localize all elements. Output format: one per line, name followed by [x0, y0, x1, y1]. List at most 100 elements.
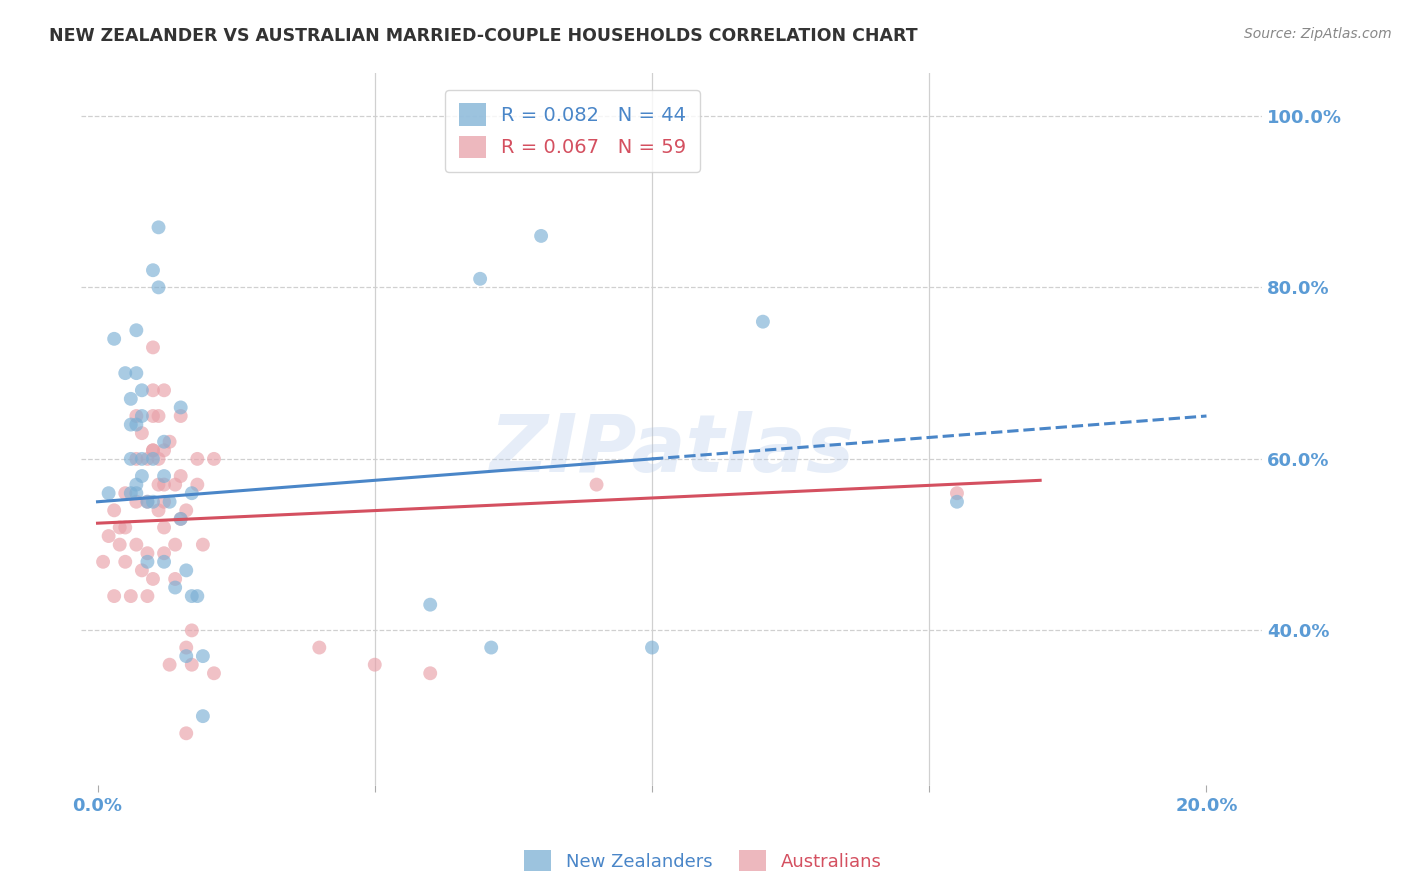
- Point: [125, 417, 148, 432]
- Point: [136, 495, 159, 509]
- Point: [153, 477, 176, 491]
- Point: [125, 366, 148, 380]
- Point: [142, 495, 165, 509]
- Point: [153, 520, 176, 534]
- Point: [946, 495, 969, 509]
- Point: [148, 280, 170, 294]
- Point: [364, 657, 387, 672]
- Point: [202, 451, 225, 466]
- Point: [103, 589, 125, 603]
- Point: [479, 640, 502, 655]
- Point: [131, 563, 153, 577]
- Point: [180, 486, 202, 500]
- Point: [180, 589, 202, 603]
- Point: [468, 272, 491, 286]
- Point: [91, 555, 114, 569]
- Point: [946, 486, 969, 500]
- Point: [308, 640, 330, 655]
- Point: [103, 503, 125, 517]
- Point: [142, 443, 165, 458]
- Legend: R = 0.082   N = 44, R = 0.067   N = 59: R = 0.082 N = 44, R = 0.067 N = 59: [444, 90, 700, 171]
- Point: [114, 520, 136, 534]
- Point: [165, 581, 187, 595]
- Point: [142, 443, 165, 458]
- Point: [153, 469, 176, 483]
- Point: [165, 477, 187, 491]
- Point: [125, 451, 148, 466]
- Point: [125, 486, 148, 500]
- Point: [159, 495, 181, 509]
- Point: [142, 384, 165, 398]
- Point: [530, 228, 553, 243]
- Point: [131, 469, 153, 483]
- Point: [125, 495, 148, 509]
- Point: [114, 366, 136, 380]
- Point: [191, 538, 214, 552]
- Point: [125, 409, 148, 423]
- Point: [142, 340, 165, 354]
- Point: [180, 624, 202, 638]
- Point: [97, 529, 120, 543]
- Point: [114, 486, 136, 500]
- Point: [153, 546, 176, 560]
- Point: [148, 503, 170, 517]
- Point: [153, 443, 176, 458]
- Point: [170, 512, 193, 526]
- Point: [202, 666, 225, 681]
- Point: [174, 563, 197, 577]
- Point: [136, 589, 159, 603]
- Point: [153, 495, 176, 509]
- Point: [174, 649, 197, 664]
- Point: [125, 538, 148, 552]
- Point: [103, 332, 125, 346]
- Point: [108, 538, 131, 552]
- Point: [120, 589, 142, 603]
- Point: [170, 512, 193, 526]
- Point: [120, 451, 142, 466]
- Point: [170, 401, 193, 415]
- Point: [148, 451, 170, 466]
- Legend: New Zealanders, Australians: New Zealanders, Australians: [517, 843, 889, 879]
- Point: [136, 555, 159, 569]
- Point: [136, 495, 159, 509]
- Point: [108, 520, 131, 534]
- Point: [131, 384, 153, 398]
- Point: [142, 451, 165, 466]
- Point: [153, 384, 176, 398]
- Point: [170, 469, 193, 483]
- Point: [752, 315, 775, 329]
- Point: [142, 572, 165, 586]
- Point: [165, 572, 187, 586]
- Point: [153, 555, 176, 569]
- Point: [585, 477, 607, 491]
- Point: [165, 538, 187, 552]
- Point: [186, 451, 208, 466]
- Point: [153, 434, 176, 449]
- Point: [170, 409, 193, 423]
- Point: [125, 477, 148, 491]
- Text: ZIPatlas: ZIPatlas: [489, 411, 853, 489]
- Point: [419, 666, 441, 681]
- Point: [191, 709, 214, 723]
- Point: [131, 426, 153, 441]
- Point: [114, 555, 136, 569]
- Point: [131, 451, 153, 466]
- Point: [159, 657, 181, 672]
- Text: NEW ZEALANDER VS AUSTRALIAN MARRIED-COUPLE HOUSEHOLDS CORRELATION CHART: NEW ZEALANDER VS AUSTRALIAN MARRIED-COUP…: [49, 27, 918, 45]
- Point: [125, 323, 148, 337]
- Point: [641, 640, 664, 655]
- Point: [186, 477, 208, 491]
- Point: [136, 546, 159, 560]
- Text: Source: ZipAtlas.com: Source: ZipAtlas.com: [1244, 27, 1392, 41]
- Point: [159, 434, 181, 449]
- Point: [419, 598, 441, 612]
- Point: [174, 726, 197, 740]
- Point: [136, 451, 159, 466]
- Point: [120, 392, 142, 406]
- Point: [191, 649, 214, 664]
- Point: [174, 503, 197, 517]
- Point: [148, 220, 170, 235]
- Point: [174, 640, 197, 655]
- Point: [142, 263, 165, 277]
- Point: [148, 477, 170, 491]
